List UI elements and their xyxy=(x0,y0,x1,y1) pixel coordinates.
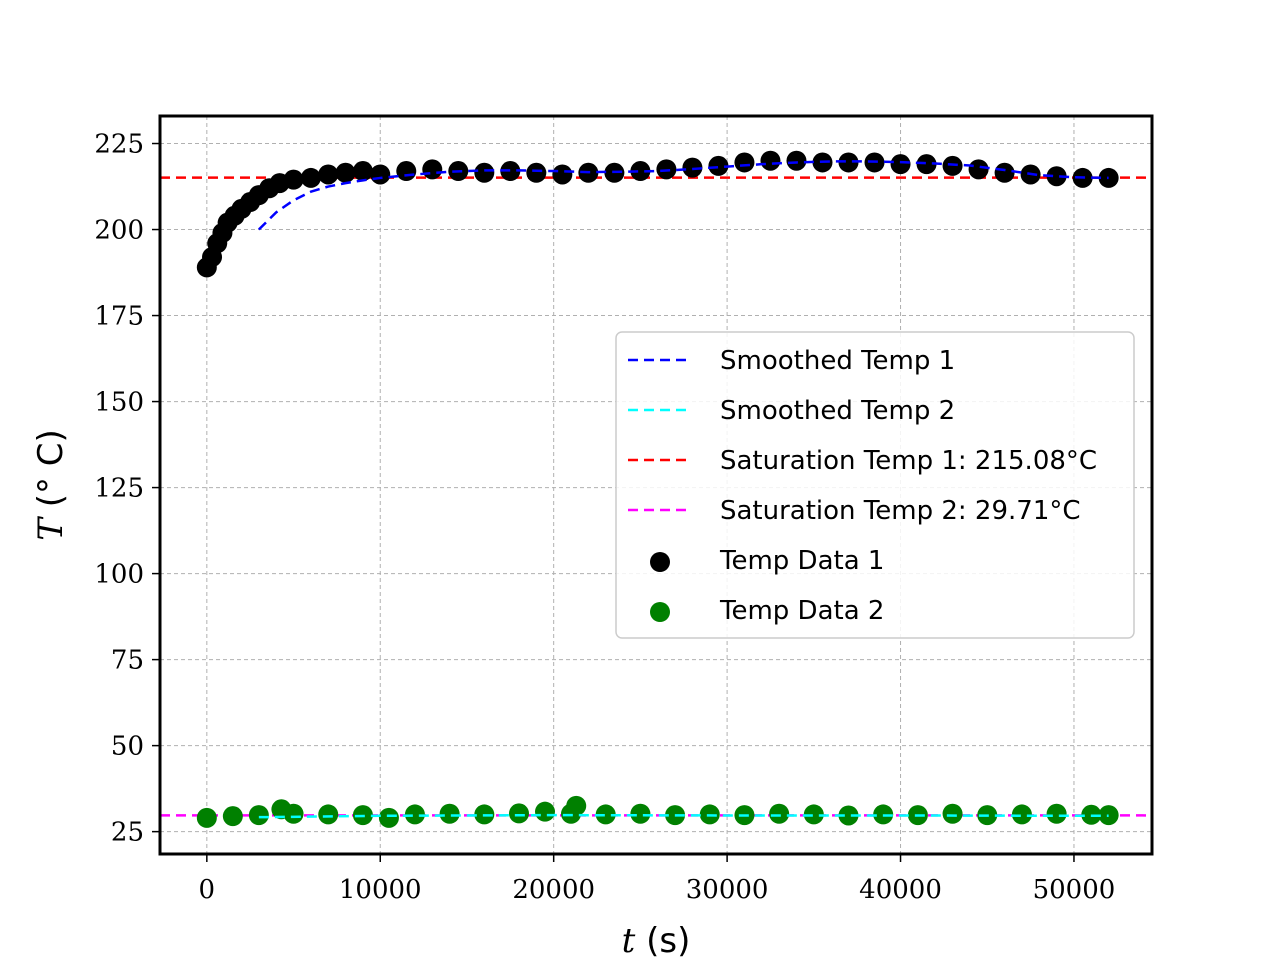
data-point xyxy=(942,803,963,824)
y-tick-label: 150 xyxy=(94,388,144,418)
legend-box xyxy=(615,331,1135,639)
data-point xyxy=(378,807,399,828)
data-point xyxy=(422,159,443,180)
data-point xyxy=(566,795,587,816)
y-tick-label: 200 xyxy=(94,216,144,246)
smoothed-line-2 xyxy=(258,813,1109,819)
data-point xyxy=(1011,804,1032,825)
legend-label: Smoothed Temp 1 xyxy=(720,346,955,376)
data-point xyxy=(318,164,339,185)
data-point xyxy=(370,164,391,185)
data-point xyxy=(786,150,807,171)
data-point xyxy=(352,161,373,182)
data-point xyxy=(526,162,547,183)
data-point xyxy=(760,150,781,171)
data-point xyxy=(439,803,460,824)
y-tick-label: 25 xyxy=(111,818,144,848)
y-axis-unit: (° C) xyxy=(31,429,71,518)
legend-entry: Smoothed Temp 1 xyxy=(628,346,955,376)
data-point xyxy=(916,154,937,175)
x-tick-label: 20000 xyxy=(512,875,595,905)
data-point xyxy=(734,152,755,173)
x-axis-unit: (s) xyxy=(635,921,690,960)
legend-label: Temp Data 2 xyxy=(719,596,884,626)
x-tick-label: 0 xyxy=(199,875,216,905)
data-point xyxy=(396,161,417,182)
data-point xyxy=(535,801,556,822)
x-axis-label: t (s) xyxy=(622,921,691,960)
data-point xyxy=(500,161,521,182)
data-point xyxy=(318,804,339,825)
legend-label: Smoothed Temp 2 xyxy=(720,396,955,426)
legend-entry: Smoothed Temp 2 xyxy=(628,396,955,426)
y-tick-label: 125 xyxy=(94,474,144,504)
legend-label: Saturation Temp 1: 215.08°C xyxy=(720,446,1097,476)
data-point xyxy=(335,162,356,183)
data-point xyxy=(682,157,703,178)
data-point xyxy=(769,803,790,824)
data-point xyxy=(838,152,859,173)
data-point xyxy=(248,805,269,826)
y-tick-label: 50 xyxy=(111,732,144,762)
data-point xyxy=(630,803,651,824)
axis-ticks: 0 10000 20000 30000 40000 50000 25 50 75 100 125 15… xyxy=(94,130,1115,905)
y-tick-label: 75 xyxy=(111,646,144,676)
data-point xyxy=(222,806,243,827)
data-point xyxy=(283,803,304,824)
data-point xyxy=(595,804,616,825)
data-point xyxy=(630,161,651,182)
data-point xyxy=(1046,166,1067,187)
data-point xyxy=(968,159,989,180)
data-point xyxy=(300,167,321,188)
x-tick-label: 30000 xyxy=(686,875,769,905)
legend-entry: Temp Data 2 xyxy=(650,596,884,626)
scatter-series-1 xyxy=(196,150,1119,278)
y-axis-label: T (° C) xyxy=(31,429,71,541)
legend-entry: Temp Data 1 xyxy=(650,546,884,576)
y-tick-label: 175 xyxy=(94,302,144,332)
data-point xyxy=(890,154,911,175)
plot-frame xyxy=(158,114,1154,856)
legend-dot-swatch xyxy=(650,552,670,572)
y-tick-label: 100 xyxy=(94,560,144,590)
data-point xyxy=(474,162,495,183)
x-tick-label: 10000 xyxy=(339,875,422,905)
legend-entry: Saturation Temp 2: 29.71°C xyxy=(628,496,1081,526)
smoothed-lines xyxy=(257,160,1109,819)
legend-entry: Saturation Temp 1: 215.08°C xyxy=(628,446,1097,476)
legend-label: Saturation Temp 2: 29.71°C xyxy=(720,496,1081,526)
data-point xyxy=(508,803,529,824)
data-point xyxy=(708,155,729,176)
data-point xyxy=(994,162,1015,183)
data-point xyxy=(1046,803,1067,824)
data-point xyxy=(196,807,217,828)
data-point xyxy=(803,804,824,825)
data-point xyxy=(404,804,425,825)
scatter-points xyxy=(196,150,1119,828)
y-axis-symbol: T xyxy=(31,516,71,541)
data-point xyxy=(283,169,304,190)
x-axis-symbol: t xyxy=(622,921,636,960)
x-tick-label: 50000 xyxy=(1033,875,1116,905)
legend: Smoothed Temp 1 Smoothed Temp 2 Saturation… xyxy=(615,331,1135,639)
data-point xyxy=(552,164,573,185)
x-tick-label: 40000 xyxy=(859,875,942,905)
data-point xyxy=(942,155,963,176)
y-tick-label: 225 xyxy=(94,130,144,160)
data-point xyxy=(838,805,859,826)
legend-label: Temp Data 1 xyxy=(719,546,884,576)
scatter-series-2 xyxy=(196,795,1119,828)
legend-dot-swatch xyxy=(650,602,670,622)
